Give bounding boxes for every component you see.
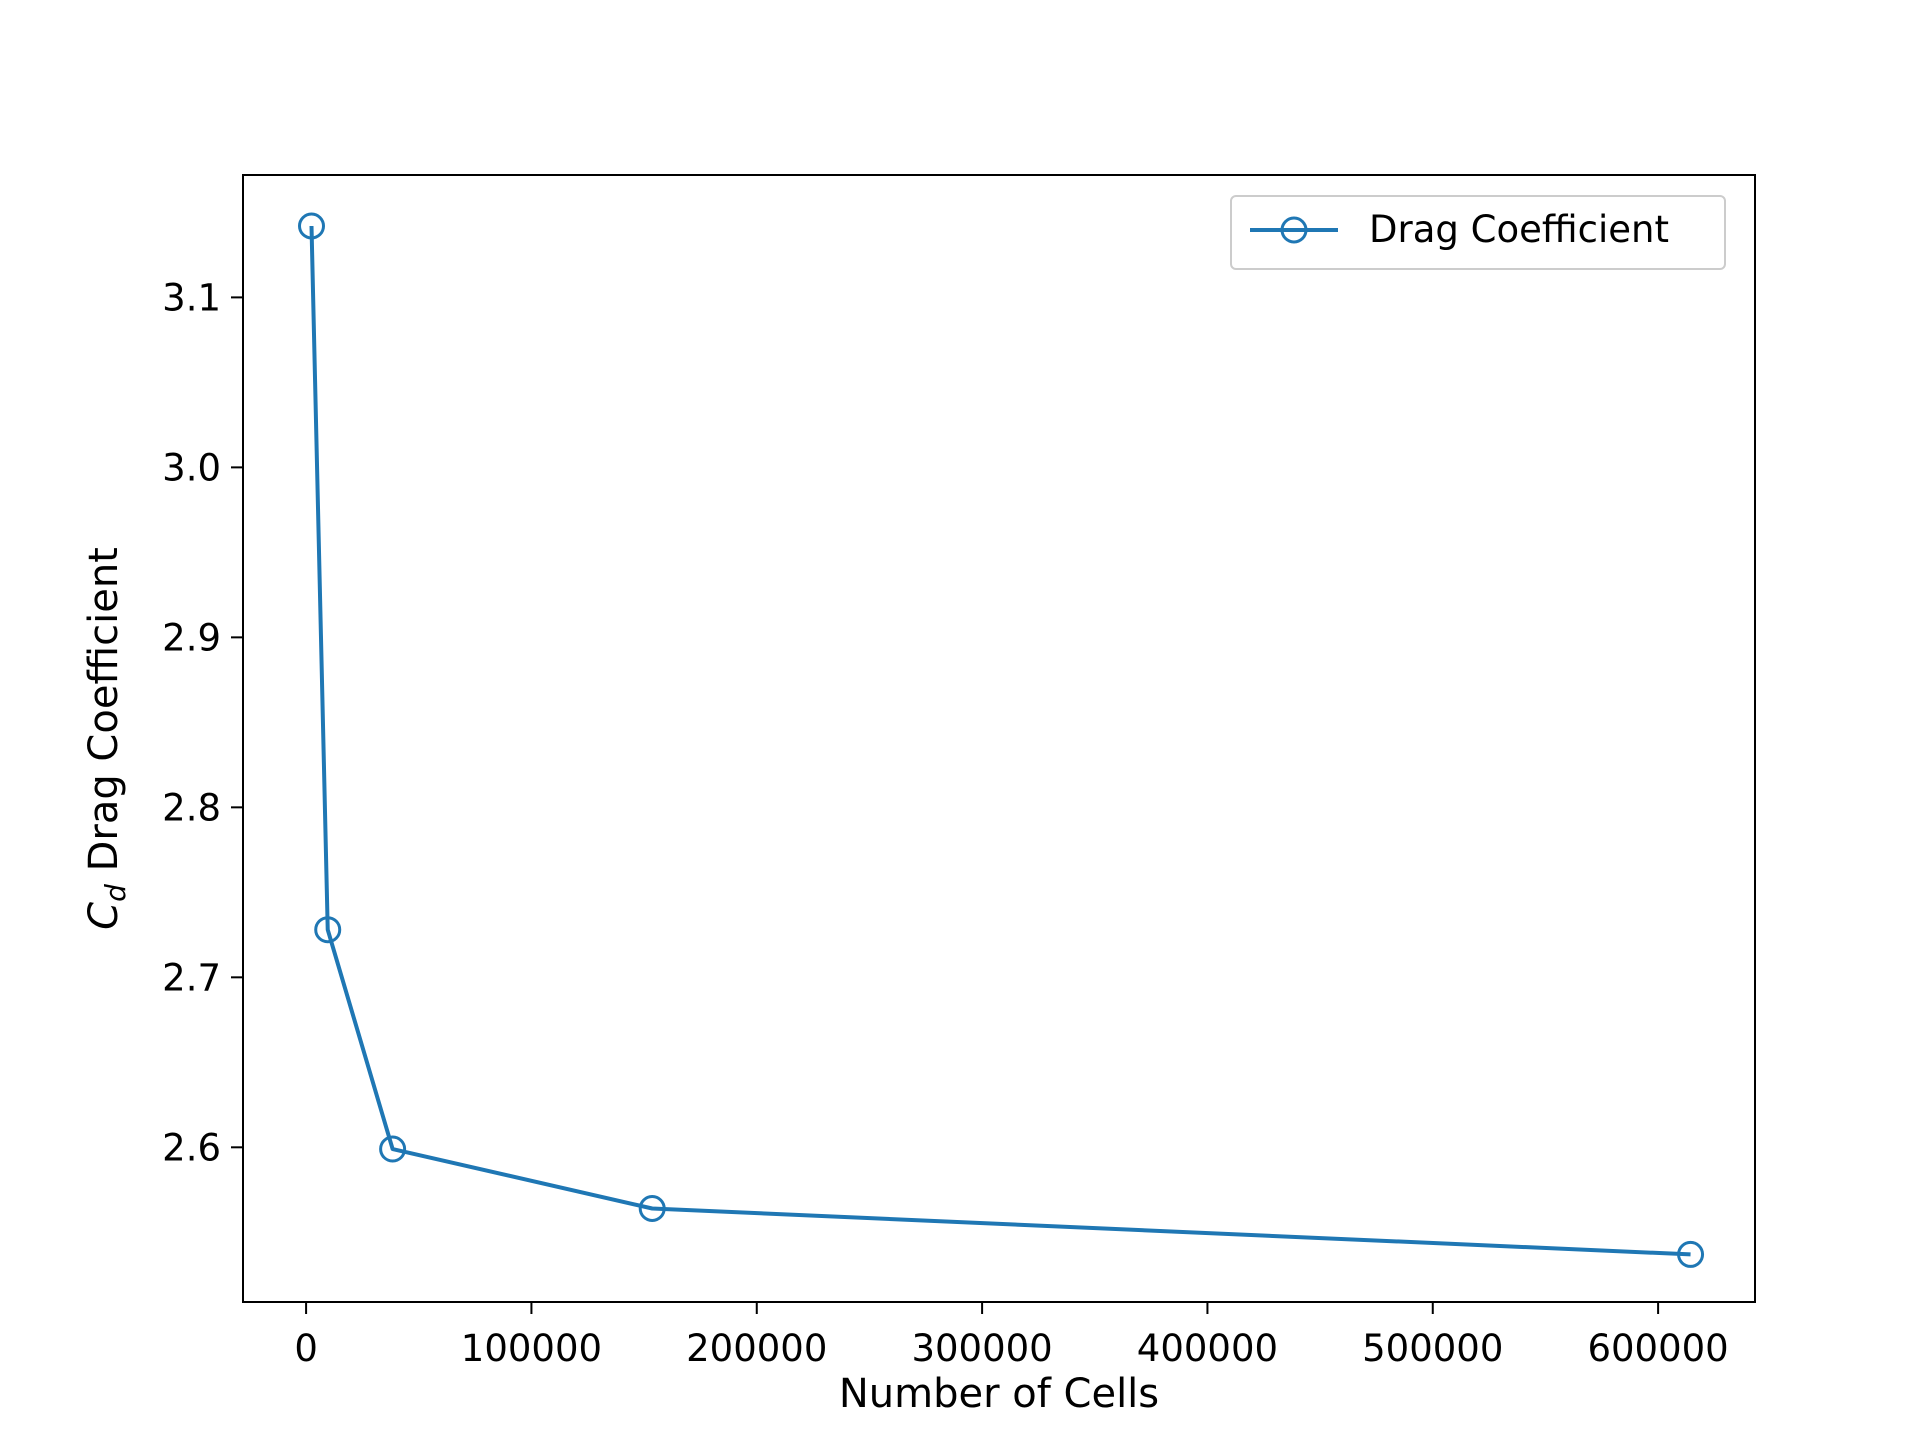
y-tick-label: 3.1 xyxy=(162,276,221,319)
y-tick-label: 2.8 xyxy=(162,786,221,829)
plot-series xyxy=(298,212,1705,1268)
x-tick-label: 400000 xyxy=(1137,1327,1278,1370)
data-point xyxy=(314,916,342,944)
y-axis-label-text: Drag Coefficient xyxy=(81,547,127,884)
x-axis-ticks: 0 100000 200000 300000 400000 500000 600000 xyxy=(294,1302,1729,1370)
y-axis-label-subscript: d xyxy=(99,884,132,902)
x-axis-label: Number of Cells xyxy=(839,1371,1159,1417)
y-tick-label: 2.9 xyxy=(162,616,221,659)
data-point xyxy=(1677,1240,1705,1268)
series-line xyxy=(309,225,1691,1257)
y-axis-ticks: 2.6 2.7 2.8 2.9 3.0 3.1 xyxy=(162,276,243,1169)
plot-area-frame xyxy=(242,174,1756,1303)
legend-entry-label: Drag Coefficient xyxy=(1369,208,1669,251)
legend: Drag Coefficient xyxy=(1230,195,1726,270)
x-tick-label: 200000 xyxy=(686,1327,827,1370)
x-tick-label: 0 xyxy=(294,1327,318,1370)
data-point xyxy=(638,1195,666,1223)
x-tick-label: 600000 xyxy=(1587,1327,1728,1370)
y-tick-label: 2.6 xyxy=(162,1126,221,1169)
y-axis-label-symbol: C xyxy=(81,902,127,930)
legend-marker-swatch xyxy=(1280,216,1308,244)
legend-box xyxy=(1230,195,1726,270)
x-tick-label: 300000 xyxy=(911,1327,1052,1370)
x-tick-label: 100000 xyxy=(461,1327,602,1370)
y-tick-label: 2.7 xyxy=(162,956,221,999)
data-point xyxy=(298,212,326,240)
y-tick-label: 3.0 xyxy=(162,446,221,489)
y-axis-label: Cd Drag Coefficient xyxy=(81,547,132,930)
x-tick-label: 500000 xyxy=(1362,1327,1503,1370)
data-point xyxy=(379,1135,407,1163)
